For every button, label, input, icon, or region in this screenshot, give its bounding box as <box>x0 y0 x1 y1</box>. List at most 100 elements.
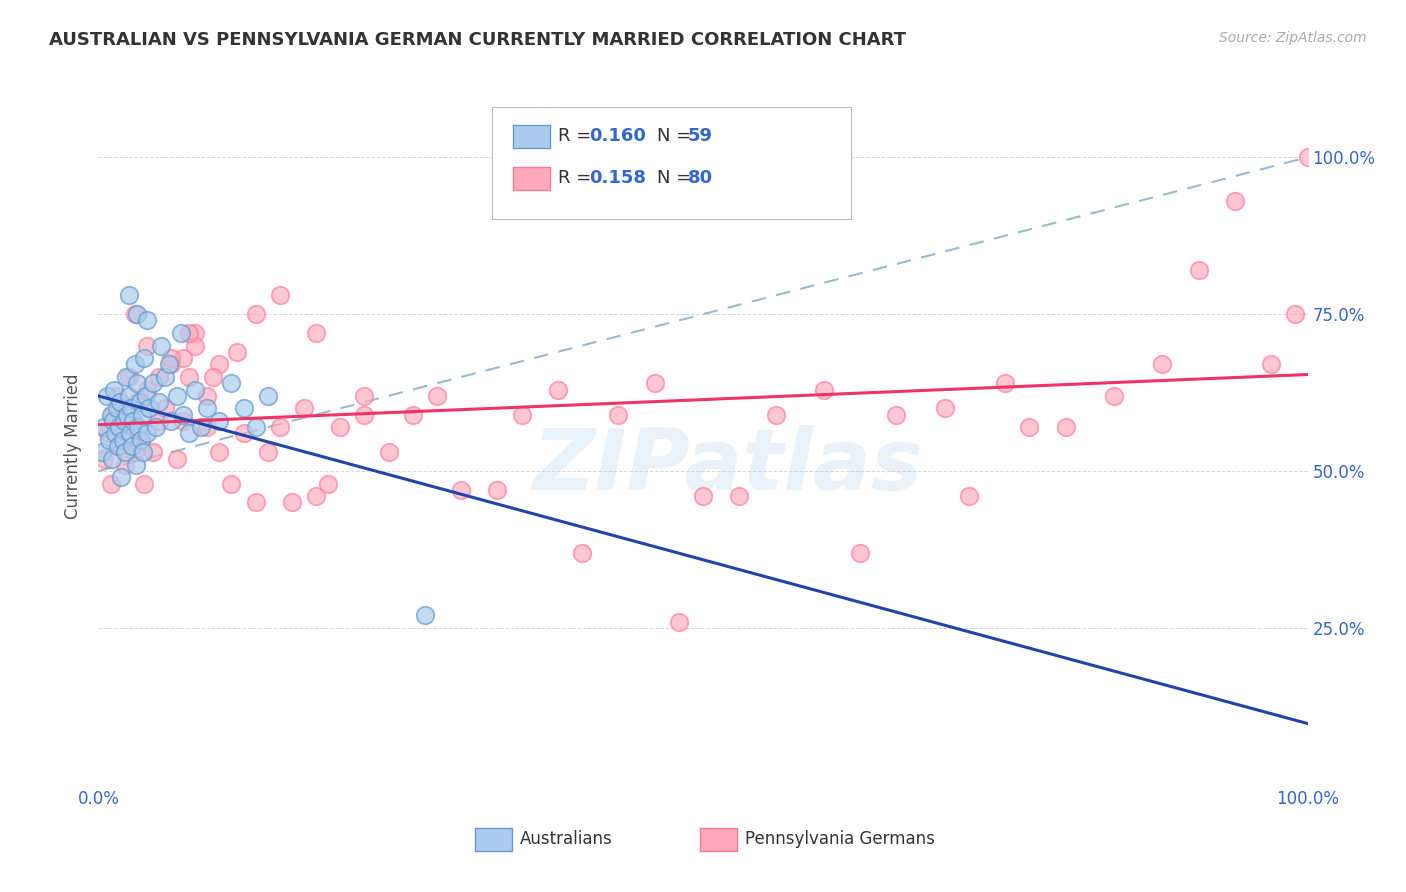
Point <box>115 370 138 384</box>
Point <box>122 414 145 428</box>
Y-axis label: Currently Married: Currently Married <box>65 373 83 519</box>
Point <box>129 433 152 447</box>
Point <box>547 383 569 397</box>
Point <box>692 489 714 503</box>
Point <box>305 326 328 340</box>
Point <box>957 489 980 503</box>
Point <box>105 401 128 416</box>
Point <box>765 408 787 422</box>
Point <box>221 476 243 491</box>
Point <box>121 420 143 434</box>
Point <box>1152 358 1174 372</box>
Point <box>886 408 908 422</box>
Point <box>135 389 157 403</box>
Point <box>142 376 165 391</box>
Point <box>202 370 225 384</box>
Text: R =: R = <box>558 169 598 187</box>
Text: N =: N = <box>657 128 696 145</box>
Text: AUSTRALIAN VS PENNSYLVANIA GERMAN CURRENTLY MARRIED CORRELATION CHART: AUSTRALIAN VS PENNSYLVANIA GERMAN CURREN… <box>49 31 907 49</box>
Point <box>172 351 194 365</box>
Point <box>107 439 129 453</box>
Point <box>135 313 157 327</box>
Point <box>100 408 122 422</box>
Point <box>160 414 183 428</box>
Point <box>269 420 291 434</box>
Point <box>124 445 146 459</box>
Text: Australians: Australians <box>520 830 613 848</box>
Point <box>256 389 278 403</box>
Text: 59: 59 <box>688 128 713 145</box>
Point <box>108 439 131 453</box>
Point <box>153 370 176 384</box>
Point <box>160 358 183 372</box>
Point <box>111 401 134 416</box>
Point <box>114 445 136 459</box>
Point <box>114 458 136 472</box>
Point <box>105 389 128 403</box>
Point <box>195 420 218 434</box>
Point <box>93 420 115 434</box>
Point <box>93 451 115 466</box>
Text: N =: N = <box>657 169 696 187</box>
Point <box>1223 194 1246 209</box>
Point <box>292 401 315 416</box>
Text: 0.160: 0.160 <box>589 128 645 145</box>
Point <box>108 395 131 409</box>
Point <box>96 389 118 403</box>
Point <box>124 307 146 321</box>
Text: ZIPatlas: ZIPatlas <box>531 425 922 508</box>
Point <box>1296 150 1319 164</box>
Point <box>353 389 375 403</box>
Point <box>179 426 201 441</box>
Point <box>232 401 254 416</box>
Text: Pennsylvania Germans: Pennsylvania Germans <box>745 830 935 848</box>
Point <box>127 376 149 391</box>
Point <box>1102 389 1125 403</box>
Point <box>1188 263 1211 277</box>
Point <box>131 408 153 422</box>
Point <box>135 383 157 397</box>
Point <box>413 608 436 623</box>
Point <box>100 476 122 491</box>
Point <box>98 433 121 447</box>
Point <box>108 420 131 434</box>
Point <box>316 476 339 491</box>
Point <box>269 288 291 302</box>
Point <box>112 414 135 428</box>
Text: R =: R = <box>558 128 598 145</box>
Point <box>153 401 176 416</box>
Point <box>110 470 132 484</box>
Point <box>208 414 231 428</box>
Point <box>91 445 114 459</box>
Point <box>353 408 375 422</box>
Point <box>101 408 124 422</box>
Point <box>124 358 146 372</box>
Point <box>486 483 509 497</box>
Point <box>221 376 243 391</box>
Point <box>132 445 155 459</box>
Point <box>184 338 207 352</box>
Point <box>120 401 142 416</box>
Point <box>450 483 472 497</box>
Point <box>1260 358 1282 372</box>
Point <box>117 408 139 422</box>
Point <box>129 433 152 447</box>
Point <box>104 426 127 441</box>
Point <box>281 495 304 509</box>
Point <box>232 426 254 441</box>
Point <box>118 288 141 302</box>
Point <box>934 401 956 416</box>
Point <box>208 358 231 372</box>
Point <box>135 426 157 441</box>
Point <box>195 401 218 416</box>
Point <box>125 458 148 472</box>
Point <box>166 389 188 403</box>
Point <box>121 439 143 453</box>
Point <box>172 414 194 428</box>
Point <box>245 495 267 509</box>
Point <box>118 370 141 384</box>
Point <box>256 445 278 459</box>
Point <box>510 408 533 422</box>
Point <box>101 414 124 428</box>
Point <box>142 445 165 459</box>
